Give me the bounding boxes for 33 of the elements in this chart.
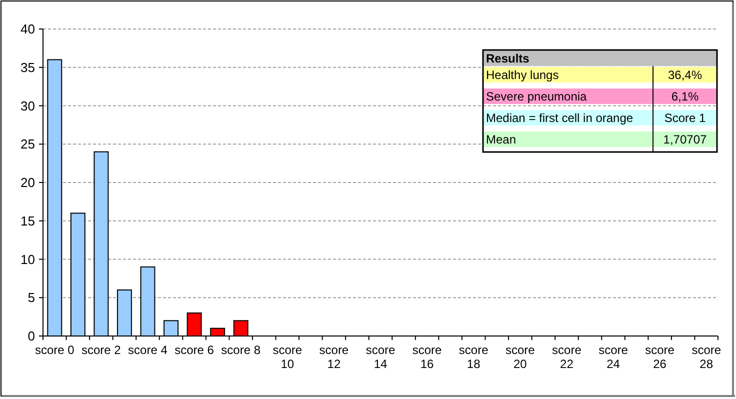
x-tick-label: score 2 <box>82 343 122 357</box>
annotation: 6,1% <box>671 90 699 104</box>
annotation: Healthy lungs <box>486 68 559 82</box>
x-tick-label: score 12 <box>319 343 349 371</box>
annotation: Mean <box>486 132 516 146</box>
x-tick-label: score 0 <box>34 343 75 357</box>
y-tick-label: 15 <box>20 213 35 228</box>
y-tick-label: 5 <box>28 290 35 306</box>
x-tick-label: score 6 <box>174 343 214 357</box>
x-tick-label: score 28 <box>692 343 722 371</box>
annotation: Results <box>486 52 530 66</box>
annotation: Score 1 <box>664 111 706 125</box>
annotation: 36,4% <box>668 68 702 82</box>
annotation: Severe pneumonia <box>486 90 588 104</box>
y-tick-label: 40 <box>20 22 35 37</box>
x-tick-label: score 4 <box>128 343 168 357</box>
x-tick-label: score 8 <box>221 343 261 357</box>
x-tick-label: score 18 <box>458 343 489 371</box>
x-tick-label: score 20 <box>505 343 536 371</box>
x-tick-label: score 10 <box>272 343 302 371</box>
y-tick-label: 20 <box>20 175 35 190</box>
x-tick-label: score 24 <box>598 343 628 371</box>
y-tick-label: 35 <box>20 60 35 75</box>
annotation: Median = first cell in orange <box>486 111 634 125</box>
y-tick-label: 25 <box>20 136 35 152</box>
x-tick-label: score 22 <box>552 343 582 371</box>
x-tick-label: score 14 <box>366 343 396 371</box>
x-tick-label: score 16 <box>412 343 442 371</box>
y-tick-label: 10 <box>20 252 35 267</box>
y-tick-label: 30 <box>20 98 35 114</box>
y-tick-label: 0 <box>28 328 35 344</box>
annotation: 1,70707 <box>663 132 708 146</box>
x-tick-label: score 26 <box>645 343 675 371</box>
